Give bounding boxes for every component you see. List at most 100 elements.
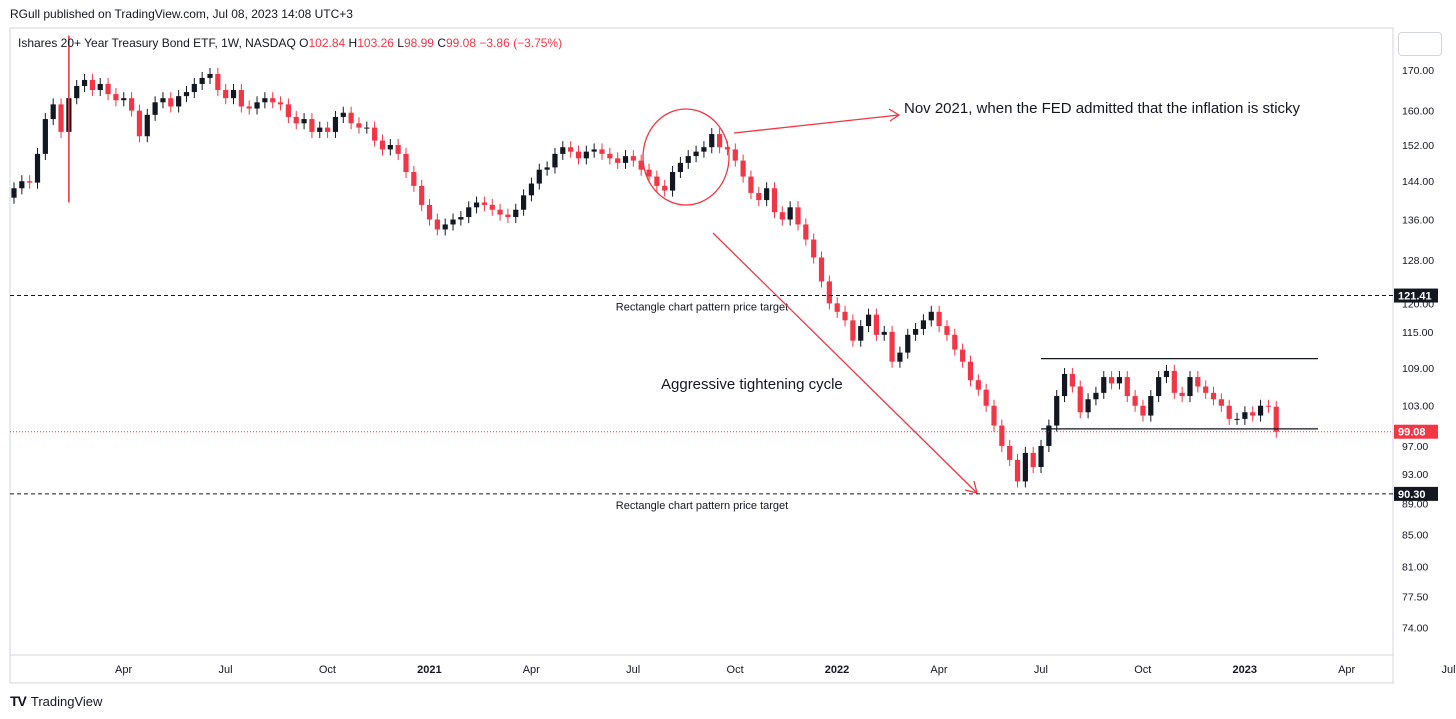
candle-body xyxy=(293,116,299,124)
open-value: 102.84 xyxy=(308,36,346,50)
candle-body xyxy=(1218,399,1224,406)
candle-body xyxy=(207,73,213,78)
candle-body xyxy=(168,98,174,107)
price-target-tag xyxy=(1394,486,1438,501)
x-tick-label: Apr xyxy=(930,664,947,676)
candle-body xyxy=(740,160,746,177)
candle-body xyxy=(1171,370,1177,393)
candle-body xyxy=(662,185,668,191)
scale-settings-button[interactable] xyxy=(1398,32,1442,56)
candle-body xyxy=(11,188,17,198)
candle-body xyxy=(34,153,41,183)
publisher-line: RGull published on TradingView.com, Jul … xyxy=(10,7,353,21)
candle-body xyxy=(152,102,158,115)
candle-body xyxy=(348,112,354,124)
x-tick-label: Oct xyxy=(319,664,336,676)
candle-body xyxy=(787,207,793,220)
candle-body xyxy=(975,380,981,390)
candle-body xyxy=(340,112,346,117)
candle-body xyxy=(1257,405,1264,416)
candle-body xyxy=(176,96,182,107)
candle-body xyxy=(834,303,840,312)
candle-body xyxy=(136,110,143,137)
candle-body xyxy=(387,144,393,150)
candle-body xyxy=(419,185,425,205)
candle-body xyxy=(1030,452,1036,467)
candle-body xyxy=(858,326,864,341)
candle-body xyxy=(144,114,150,137)
candle-body xyxy=(277,102,284,105)
candle-body xyxy=(473,202,480,208)
low-label: L xyxy=(397,36,404,50)
candle-body xyxy=(364,127,370,129)
candle-body xyxy=(1156,377,1162,397)
candle-body xyxy=(669,171,676,191)
candle-body xyxy=(842,311,848,321)
y-tick-label: 144.00 xyxy=(1402,176,1434,188)
candle-body xyxy=(622,156,629,163)
candle-body xyxy=(1226,405,1232,419)
candle-body xyxy=(952,334,958,350)
candle-body xyxy=(701,147,707,152)
candle-body xyxy=(568,147,574,152)
candle-body xyxy=(1195,377,1201,387)
tightening-arrow-line xyxy=(712,232,978,494)
candle-body xyxy=(936,311,942,327)
candle-body xyxy=(803,224,809,240)
candle-body xyxy=(795,207,801,225)
candle-body xyxy=(19,181,25,189)
candle-body xyxy=(105,83,111,95)
low-value: 98.99 xyxy=(403,36,434,50)
candle-body xyxy=(1163,370,1170,378)
x-tick-label: Oct xyxy=(1134,664,1151,676)
candle-body xyxy=(528,183,535,196)
candle-body xyxy=(850,320,856,341)
candle-body xyxy=(826,281,832,304)
x-tick-label: Apr xyxy=(1338,664,1355,676)
candle-body xyxy=(129,98,135,111)
y-tick-label: 103.00 xyxy=(1402,401,1434,413)
candle-body xyxy=(920,320,927,329)
candle-body xyxy=(215,73,221,91)
candle-body xyxy=(426,204,433,220)
candle-body xyxy=(944,326,950,335)
y-tick-label: 89.00 xyxy=(1402,499,1428,511)
candle-body xyxy=(630,156,636,161)
candle-body xyxy=(42,119,48,154)
candle-body xyxy=(160,98,166,103)
chart-frame xyxy=(9,27,1394,684)
candle-body xyxy=(1242,412,1248,419)
x-tick-label: Jul xyxy=(218,664,232,676)
candle-body xyxy=(513,209,519,218)
callout-arrowhead xyxy=(888,108,901,122)
x-tick-label: Jul xyxy=(626,664,640,676)
candle-body xyxy=(889,331,895,362)
candle-body xyxy=(967,361,974,381)
candle-body xyxy=(1203,386,1209,393)
candle-body xyxy=(238,90,244,107)
candle-body xyxy=(575,151,582,159)
candle-body xyxy=(356,123,362,128)
y-tick-label: 136.00 xyxy=(1402,215,1434,227)
x-tick-label: 2023 xyxy=(1232,664,1256,676)
candle-body xyxy=(1054,396,1060,426)
candle-body xyxy=(960,349,966,362)
candle-body xyxy=(481,202,487,205)
x-tick-label: Apr xyxy=(115,664,132,676)
last-price-label: 99.08 xyxy=(1398,427,1426,439)
candle-body xyxy=(50,104,56,120)
candle-body xyxy=(1132,396,1138,406)
candle-body xyxy=(615,158,621,163)
candle-body xyxy=(505,214,511,218)
candle-body xyxy=(121,98,127,101)
candle-body xyxy=(450,219,456,225)
candle-body xyxy=(270,98,276,103)
candle-body xyxy=(1124,377,1130,397)
y-tick-label: 128.00 xyxy=(1402,255,1434,267)
y-tick-label: 77.50 xyxy=(1402,591,1428,603)
candle-body xyxy=(1250,412,1256,416)
price-target-caption: Rectangle chart pattern price target xyxy=(616,302,788,314)
candle-body xyxy=(309,119,315,132)
price-target-value: 90.30 xyxy=(1398,489,1426,501)
